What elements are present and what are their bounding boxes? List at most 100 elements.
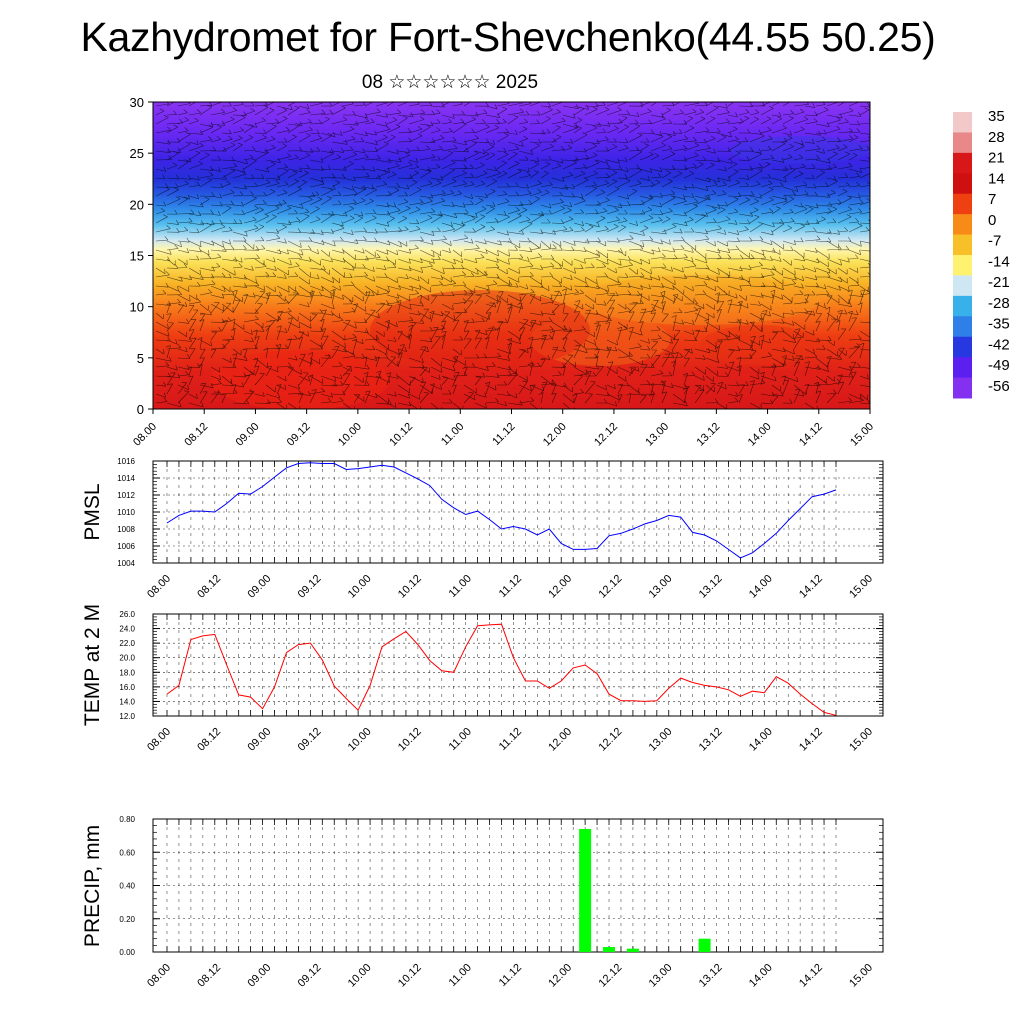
pmsl-series-line: [166, 462, 837, 559]
colorbar-swatch: [953, 357, 972, 379]
heatmap-x-tick-label: 10.00: [336, 421, 364, 449]
heatmap-panel: 0 5 10 15 20 25 30 08.00 08.12 09.00 09.12 10.00 10…: [130, 95, 877, 449]
heatmap-x-tick-label: 08.00: [131, 421, 159, 449]
pmsl-x-tick-label: 10.00: [346, 573, 374, 601]
temp-x-tick-label: 10.00: [346, 726, 374, 754]
temp-y-tick-label: 20.0: [119, 654, 135, 663]
temp-x-tick-label: 11.00: [447, 726, 474, 753]
pmsl-x-tick-label: 11.00: [447, 573, 474, 600]
precip-bar: [603, 947, 616, 952]
temp-x-tick-label: 12.12: [596, 726, 624, 754]
colorbar-swatch: [953, 152, 972, 174]
precip-x-tick-label: 13.12: [697, 962, 725, 990]
heatmap-y-axis: 0 5 10 15 20 25 30: [130, 95, 153, 417]
pmsl-x-tick-label: 14.00: [747, 573, 775, 601]
colorbar-label: 28: [988, 129, 1005, 146]
heatmap-x-tick-label: 12.12: [592, 421, 620, 449]
pmsl-y-tick-label: 1010: [117, 508, 135, 517]
temp-x-tick-label: 13.12: [697, 726, 725, 754]
temp-y-tick-label: 22.0: [119, 639, 135, 648]
precip-x-tick-label: 12.12: [596, 962, 624, 990]
colorbar-label: -35: [988, 316, 1010, 333]
temp-x-tick-label: 08.12: [195, 726, 223, 754]
colorbar-label: 35: [988, 108, 1005, 125]
precip-x-tick-label: 12.00: [546, 962, 574, 990]
precip-x-tick-label: 08.12: [195, 962, 223, 990]
chart-subtitle: 08 ☆☆☆☆☆☆ 2025: [361, 72, 539, 93]
temp-x-tick-label: 14.00: [747, 726, 775, 754]
colorbar-swatch: [953, 336, 972, 358]
colorbar-label: 21: [988, 150, 1005, 167]
precip-x-tick-label: 14.12: [797, 962, 825, 990]
pmsl-y-tick-label: 1008: [117, 525, 135, 534]
colorbar-label: -14: [988, 253, 1010, 270]
pmsl-y-tick-label: 1006: [117, 542, 135, 551]
pmsl-x-tick-label: 13.12: [697, 573, 725, 601]
pmsl-x-tick-label: 08.00: [145, 573, 173, 601]
precip-x-tick-label: 11.00: [447, 962, 474, 989]
pmsl-y-tick-label: 1004: [117, 559, 135, 568]
temp-y-tick-label: 26.0: [119, 610, 135, 619]
wind-barbs: [155, 102, 870, 409]
pmsl-axis-label: PMSL: [81, 483, 104, 540]
precip-x-tick-label: 15.00: [847, 962, 875, 990]
colorbar-swatch: [953, 112, 972, 133]
pmsl-x-tick-label: 10.12: [396, 573, 424, 601]
precip-x-tick-label: 10.12: [396, 962, 424, 990]
precip-x-tick-label: 09.00: [245, 962, 273, 990]
heatmap-x-tick-label: 08.12: [182, 421, 210, 449]
precip-y-tick-label: 0.60: [119, 848, 135, 857]
pmsl-x-tick-label: 14.12: [797, 573, 825, 601]
heatmap-y-tick-label: 25: [130, 146, 144, 161]
pmsl-x-tick-label: 12.00: [546, 573, 574, 601]
colorbar-swatch: [953, 173, 972, 195]
precip-y-tick-label: 0.20: [119, 915, 135, 924]
pmsl-y-tick-label: 1016: [117, 457, 135, 466]
colorbar-swatch: [953, 214, 972, 236]
temp-y-tick-label: 14.0: [119, 697, 135, 706]
pmsl-x-tick-label: 13.00: [647, 573, 675, 601]
precip-y-tick-label: 0.40: [119, 882, 135, 891]
pmsl-x-tick-label: 09.12: [296, 573, 324, 601]
temp-y-tick-label: 16.0: [119, 683, 135, 692]
temp-y-tick-label: 18.0: [119, 668, 135, 677]
colorbar-label: -7: [988, 233, 1001, 250]
chart-title: Kazhydromet for Fort-Shevchenko(44.55 50…: [80, 14, 936, 60]
pmsl-x-tick-label: 15.00: [847, 573, 875, 601]
precip-x-tick-label: 09.12: [296, 962, 324, 990]
pmsl-panel: PMSL 1004 1006 1008 1010 1012 1014 1016 08.00 08…: [81, 457, 884, 601]
heatmap-y-tick-label: 10: [130, 300, 144, 315]
temp-x-tick-label: 15.00: [847, 726, 875, 754]
colorbar-label: -56: [988, 378, 1010, 395]
temp-x-tick-label: 13.00: [647, 726, 675, 754]
colorbar-label: 7: [988, 191, 996, 208]
colorbar-swatch: [953, 193, 972, 215]
pmsl-y-tick-label: 1012: [117, 491, 135, 500]
temp-series-line: [166, 623, 837, 716]
heat-blob: [580, 275, 820, 325]
colorbar-swatch: [953, 316, 972, 338]
precip-x-tick-label: 13.00: [647, 962, 675, 990]
precip-bar: [626, 948, 639, 952]
pmsl-x-tick-label: 08.12: [195, 573, 223, 601]
colorbar-label: 0: [988, 212, 996, 229]
colorbar-swatch: [953, 295, 972, 317]
heatmap-x-tick-label: 11.12: [490, 421, 517, 448]
colorbar-swatch: [953, 234, 972, 256]
heat-blob: [730, 136, 870, 164]
precip-axis-label: PRECIP, mm: [81, 825, 104, 947]
colorbar-label: -21: [988, 274, 1010, 291]
precip-x-tick-label: 14.00: [747, 962, 775, 990]
temp-x-tick-label: 14.12: [797, 726, 825, 754]
temp-y-tick-label: 12.0: [119, 712, 135, 721]
pmsl-x-tick-label: 09.00: [245, 573, 273, 601]
colorbar-label: -28: [988, 295, 1010, 312]
precip-x-tick-label: 08.00: [145, 962, 173, 990]
heatmap-y-tick-label: 15: [130, 249, 144, 264]
temp-axis-label: TEMP at 2 M: [81, 604, 104, 726]
precip-bar: [698, 938, 711, 952]
heatmap-y-tick-label: 30: [130, 95, 144, 110]
colorbar-label: -42: [988, 336, 1010, 353]
heatmap-x-tick-label: 13.00: [643, 421, 671, 449]
